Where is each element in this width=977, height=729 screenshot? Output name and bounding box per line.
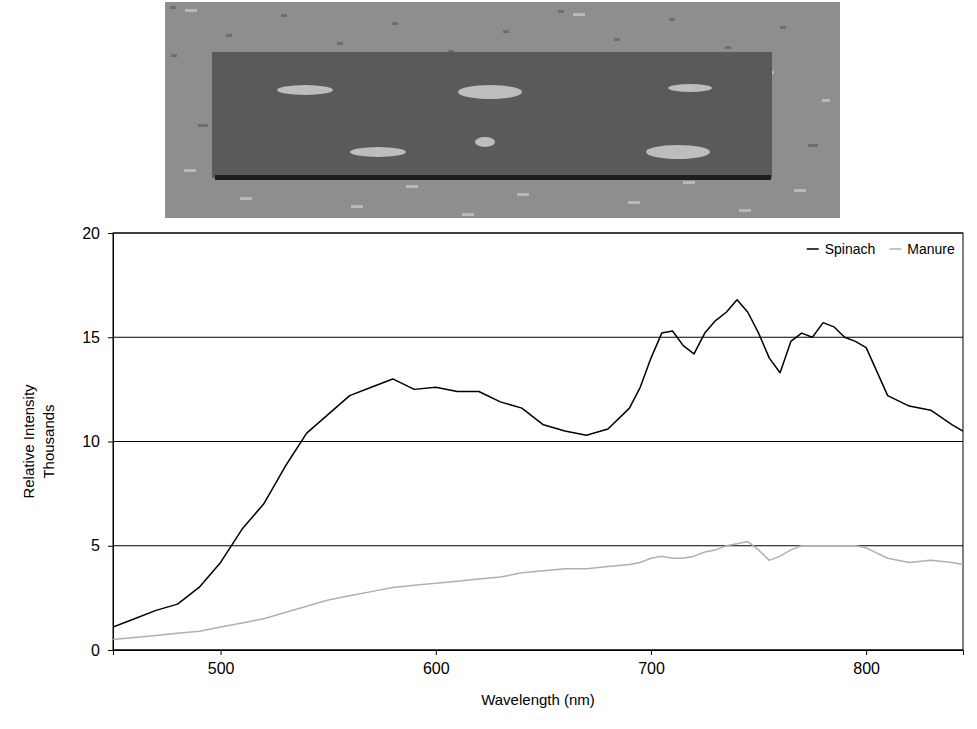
legend-item: Manure: [889, 241, 955, 257]
y-tick-mark: [108, 546, 113, 547]
photo-speckle: [185, 9, 197, 12]
photo-speckle: [184, 169, 196, 172]
y-tick-mark: [108, 233, 113, 234]
plot-area: [113, 300, 963, 640]
y-axis-title: Thousands: [40, 404, 57, 478]
y-tick: 15: [82, 329, 113, 346]
series-line: [113, 542, 963, 640]
x-tick-mark: [866, 650, 867, 655]
photo-spot: [458, 85, 522, 99]
y-tick-label: 5: [91, 537, 100, 554]
photo-speckle: [628, 201, 640, 204]
x-tick: 800: [853, 650, 880, 677]
photo-speckle: [808, 144, 818, 147]
photo-speckle: [669, 18, 675, 21]
x-tick: 700: [638, 650, 665, 677]
chart-canvas: 500 600 700 800 0 5 10 15 20 Wavelength (nm) Relat…: [0, 0, 977, 729]
y-tick-label: 15: [82, 329, 100, 346]
y-axis-title: Relative Intensity: [20, 384, 37, 499]
y-tick-mark: [108, 442, 113, 443]
photo-spot: [277, 85, 333, 95]
y-tick-mark: [108, 650, 113, 651]
photo-speckle: [392, 22, 398, 25]
photo-speckle: [683, 181, 695, 184]
photo-speckle: [739, 209, 751, 212]
photo: [165, 2, 840, 218]
legend-item: Spinach: [807, 241, 876, 257]
photo-spot: [475, 137, 495, 147]
series-line: [113, 300, 963, 627]
y-axis: 0 5 10 15 20: [82, 225, 113, 659]
x-tick: 500: [208, 650, 235, 677]
photo-speckle: [503, 30, 509, 33]
x-tick-mark: [436, 650, 437, 655]
photo-speckle: [462, 213, 474, 216]
grid-line: [113, 337, 963, 338]
legend-label: Manure: [907, 241, 955, 257]
photo-speckle: [240, 197, 252, 200]
photo-speckle: [406, 185, 418, 188]
x-tick-label: 500: [208, 660, 235, 677]
x-tick-mark: [651, 650, 652, 655]
y-axis-line: [108, 234, 114, 651]
x-axis: 500 600 700 800: [114, 650, 964, 677]
photo-speckle: [226, 34, 232, 37]
legend-label: Spinach: [825, 241, 876, 257]
photo-speckle: [725, 46, 731, 49]
photo-speckle: [170, 6, 176, 9]
x-axis-title: Wavelength (nm): [481, 691, 595, 708]
photo-spot: [350, 147, 406, 157]
photo-edge: [215, 175, 771, 180]
legend-key: [807, 248, 819, 250]
x-tick: 600: [423, 650, 450, 677]
photo-ground: [165, 2, 840, 218]
legend: Spinach Manure: [807, 241, 955, 257]
x-tick-label: 700: [638, 660, 665, 677]
photo-speckle: [198, 124, 208, 127]
y-tick-label: 10: [82, 433, 100, 450]
photo-speckle: [281, 14, 287, 17]
plot-frame: [113, 233, 963, 650]
photo-speckle: [558, 10, 564, 13]
y-tick: 10: [82, 433, 113, 450]
photo-spot: [646, 145, 710, 159]
photo-speckle: [794, 189, 806, 192]
photo-speckle: [337, 42, 343, 45]
x-tick-mark: [221, 650, 222, 655]
photo-speckle: [171, 54, 177, 57]
y-tick-mark: [108, 337, 113, 338]
y-tick: 20: [82, 225, 113, 242]
y-tick: 0: [91, 642, 113, 659]
x-axis-line: [114, 651, 964, 656]
y-tick-label: 0: [91, 642, 100, 659]
y-tick-label: 20: [82, 225, 100, 242]
photo-spot: [668, 84, 712, 92]
grid-line: [113, 441, 963, 442]
photo-slide: [212, 52, 772, 178]
grid: [113, 233, 963, 650]
photo-speckle: [517, 193, 529, 196]
legend-key: [889, 248, 901, 250]
photo-speckle: [822, 99, 830, 102]
photo-speckle: [573, 13, 585, 16]
photo-speckle: [351, 205, 363, 208]
y-tick: 5: [91, 537, 113, 554]
x-tick-label: 600: [423, 660, 450, 677]
x-tick-label: 800: [853, 660, 880, 677]
photo-speckle: [780, 26, 786, 29]
photo-speckle: [614, 38, 620, 41]
